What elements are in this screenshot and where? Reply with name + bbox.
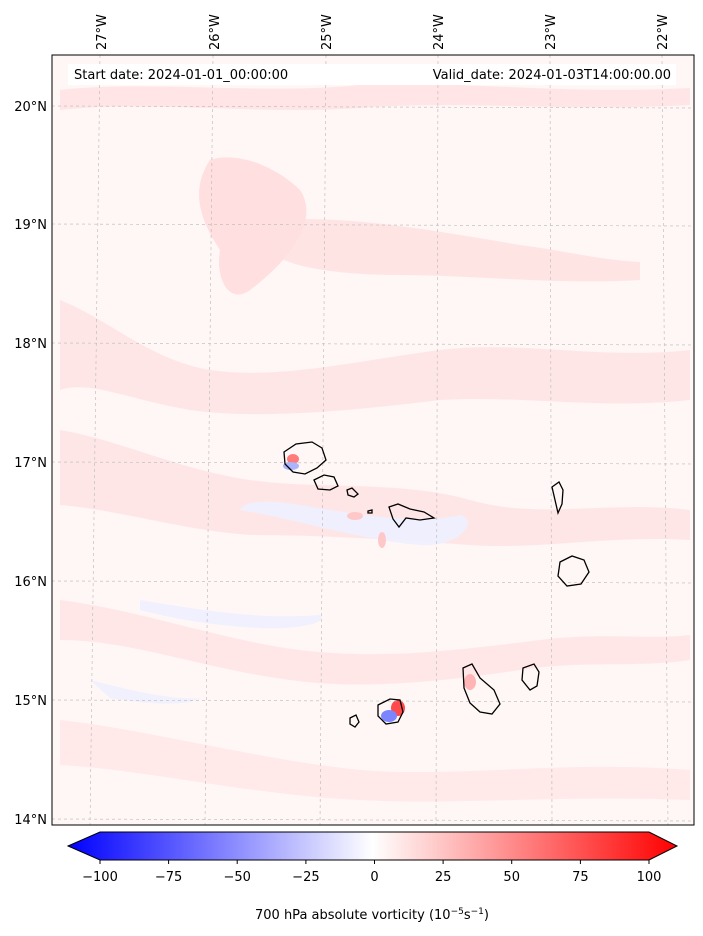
- colorbar-tick-marks: [99, 860, 650, 864]
- lon-label: 22°W: [656, 14, 671, 50]
- map-frame: [51, 54, 695, 826]
- colorbar-label: 700 hPa absolute vorticity (10−5s−1): [255, 907, 489, 923]
- island-brava: [349, 714, 360, 728]
- lon-label: 23°W: [544, 14, 559, 50]
- coastlines: [283, 441, 590, 728]
- colorbar: −100 −75 −50 −25 0 25 50 75 100 700 hPa …: [66, 831, 679, 923]
- date-banner: [68, 64, 676, 85]
- island-boa-vista: [557, 555, 590, 587]
- island-sao-vicente: [313, 474, 339, 491]
- colorbar-tick-label: 25: [435, 870, 452, 885]
- colorbar-tick-label: 100: [637, 870, 662, 885]
- lat-label: 14°N: [14, 813, 47, 828]
- colorbar-bar: [66, 831, 679, 861]
- vorticity-field: [60, 83, 690, 802]
- longitude-labels: 27°W 26°W 25°W 24°W 23°W 22°W: [95, 14, 671, 50]
- map-background: [52, 55, 694, 825]
- colorbar-tick-label: 50: [503, 870, 520, 885]
- lon-label: 24°W: [432, 14, 447, 50]
- island-branco: [367, 509, 373, 514]
- island-sal: [551, 481, 564, 516]
- start-date-label: Start date: 2024-01-01_00:00:00: [74, 68, 288, 83]
- colorbar-tick-label: −25: [292, 870, 319, 885]
- island-santo-antao: [283, 441, 327, 475]
- lat-label: 17°N: [14, 456, 47, 471]
- lon-label: 27°W: [95, 14, 110, 50]
- vorticity-min: [283, 462, 299, 470]
- latitude-labels: 20°N 19°N 18°N 17°N 16°N 15°N 14°N: [14, 100, 47, 828]
- island-maio: [521, 663, 540, 691]
- vorticity-max: [287, 454, 299, 464]
- lat-label: 19°N: [14, 218, 47, 233]
- island-fogo: [377, 698, 404, 725]
- graticule: [51, 54, 695, 826]
- valid-date-label: Valid_date: 2024-01-03T14:00:00.00: [433, 68, 671, 83]
- lat-label: 16°N: [14, 575, 47, 590]
- colorbar-tick-label: −75: [155, 870, 182, 885]
- colorbar-tick-label: 75: [572, 870, 589, 885]
- lat-label: 15°N: [14, 694, 47, 709]
- island-santiago: [462, 663, 501, 715]
- colorbar-tick-label: −50: [223, 870, 250, 885]
- lon-label: 26°W: [208, 14, 223, 50]
- colorbar-tick-label: −100: [82, 870, 118, 885]
- colorbar-tick-labels: −100 −75 −50 −25 0 25 50 75 100: [82, 870, 661, 885]
- island-sao-nicolau: [388, 503, 436, 529]
- island-santa-luzia: [346, 487, 359, 498]
- lat-label: 20°N: [14, 100, 47, 115]
- colorbar-tick-label: 0: [370, 870, 378, 885]
- map-panel: Start date: 2024-01-01_00:00:00 Valid_da…: [51, 54, 695, 826]
- lat-label: 18°N: [14, 337, 47, 352]
- lon-label: 25°W: [320, 14, 335, 50]
